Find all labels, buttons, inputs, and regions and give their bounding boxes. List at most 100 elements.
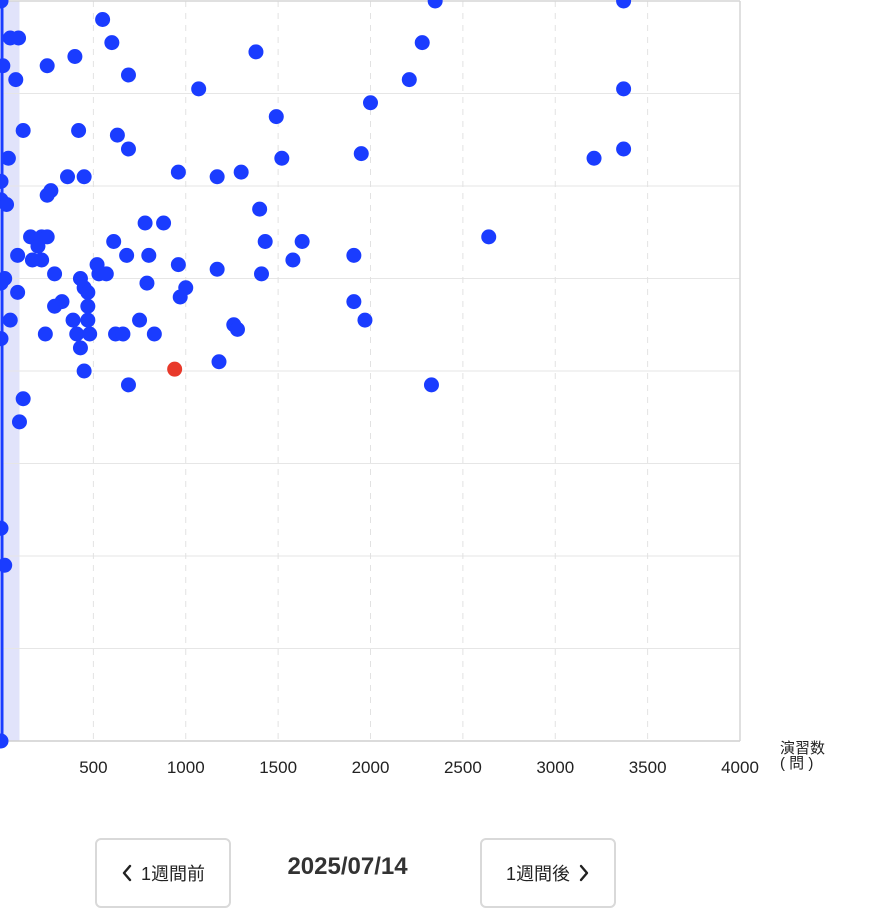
data-point (156, 215, 172, 231)
data-point (11, 414, 27, 430)
data-point (37, 326, 53, 342)
data-point (120, 141, 136, 157)
data-point (0, 275, 9, 291)
chevron-left-icon (122, 864, 132, 882)
x-axis-title: 演習数 ( 問 ) (780, 741, 825, 771)
data-point (211, 354, 227, 370)
x-tick-label: 3500 (629, 758, 667, 777)
data-point (8, 72, 24, 88)
data-point (72, 340, 88, 356)
x-tick-label: 500 (79, 758, 107, 777)
data-point (0, 58, 11, 74)
data-point (76, 169, 92, 185)
data-point (137, 215, 153, 231)
data-point (481, 229, 497, 245)
data-point (71, 123, 87, 138)
data-point (346, 294, 362, 310)
data-point (209, 261, 225, 277)
data-point (616, 81, 632, 97)
x-tick-label: 1000 (167, 758, 205, 777)
data-point (423, 377, 439, 393)
current-date: 2025/07/14 (287, 853, 408, 880)
data-point (98, 266, 114, 282)
data-point (414, 35, 430, 51)
data-point (80, 298, 96, 314)
data-point (30, 238, 46, 254)
x-tick-label: 3000 (536, 758, 574, 777)
data-point (119, 247, 135, 263)
data-point (65, 312, 81, 328)
x-tick-label: 1500 (259, 758, 297, 777)
data-point (115, 326, 131, 342)
data-point (39, 229, 55, 245)
data-point (120, 67, 136, 83)
data-point (82, 326, 98, 342)
data-point (170, 257, 186, 273)
data-point (274, 150, 290, 166)
data-point (15, 123, 31, 138)
data-point (132, 312, 148, 328)
data-point (11, 30, 27, 46)
next-week-button[interactable]: 1週間後 (480, 838, 616, 908)
data-point (47, 266, 63, 282)
data-point (172, 289, 188, 305)
chevron-right-icon (579, 864, 589, 882)
data-point (39, 58, 55, 74)
data-point (60, 169, 76, 185)
data-point (141, 247, 157, 263)
data-point (104, 35, 120, 51)
data-point (401, 72, 417, 88)
data-point (357, 312, 373, 328)
data-point (0, 331, 9, 347)
data-point (616, 141, 632, 157)
data-point (191, 81, 207, 97)
data-point (233, 164, 249, 180)
data-point (106, 234, 122, 249)
data-point (294, 234, 310, 249)
data-point (363, 95, 378, 111)
data-point (0, 197, 15, 212)
data-point (0, 173, 9, 189)
highlighted-data-point (167, 361, 183, 377)
previous-week-label: 1週間前 (140, 864, 205, 884)
data-point (427, 0, 443, 9)
data-point (0, 0, 9, 9)
data-point (109, 127, 125, 143)
data-point (10, 284, 26, 300)
data-point (146, 326, 162, 342)
scatter-chart: 500 1000 1500 2000 2500 3000 3500 4000 (0, 0, 759, 777)
x-axis-title-line1: 演習数 (780, 740, 826, 757)
data-point (120, 377, 136, 393)
data-point (248, 44, 264, 60)
data-point (0, 557, 13, 573)
data-point (80, 312, 96, 328)
data-point (586, 150, 602, 166)
previous-week-button[interactable]: 1週間前 (95, 838, 231, 908)
data-point (0, 150, 16, 166)
data-point (253, 266, 269, 282)
data-point (47, 298, 63, 314)
data-point (15, 391, 31, 407)
data-point (257, 234, 273, 249)
data-point (95, 12, 111, 27)
x-axis-title-line2: ( 問 ) (780, 755, 814, 772)
data-point (67, 49, 83, 64)
data-point (285, 252, 301, 268)
x-tick-label: 2000 (352, 758, 390, 777)
x-tick-label: 4000 (721, 758, 759, 777)
data-point (0, 520, 9, 536)
data-point (10, 247, 26, 263)
x-tick-label: 2500 (444, 758, 482, 777)
data-point (69, 326, 85, 342)
data-point (34, 252, 50, 268)
next-week-label: 1週間後 (505, 864, 570, 884)
data-point (39, 187, 55, 203)
data-point (268, 109, 284, 125)
data-point (0, 733, 9, 749)
data-point (80, 284, 96, 300)
data-point (229, 321, 245, 337)
data-point (616, 0, 632, 9)
data-point (170, 164, 186, 180)
data-point (346, 247, 362, 263)
data-point (209, 169, 225, 185)
